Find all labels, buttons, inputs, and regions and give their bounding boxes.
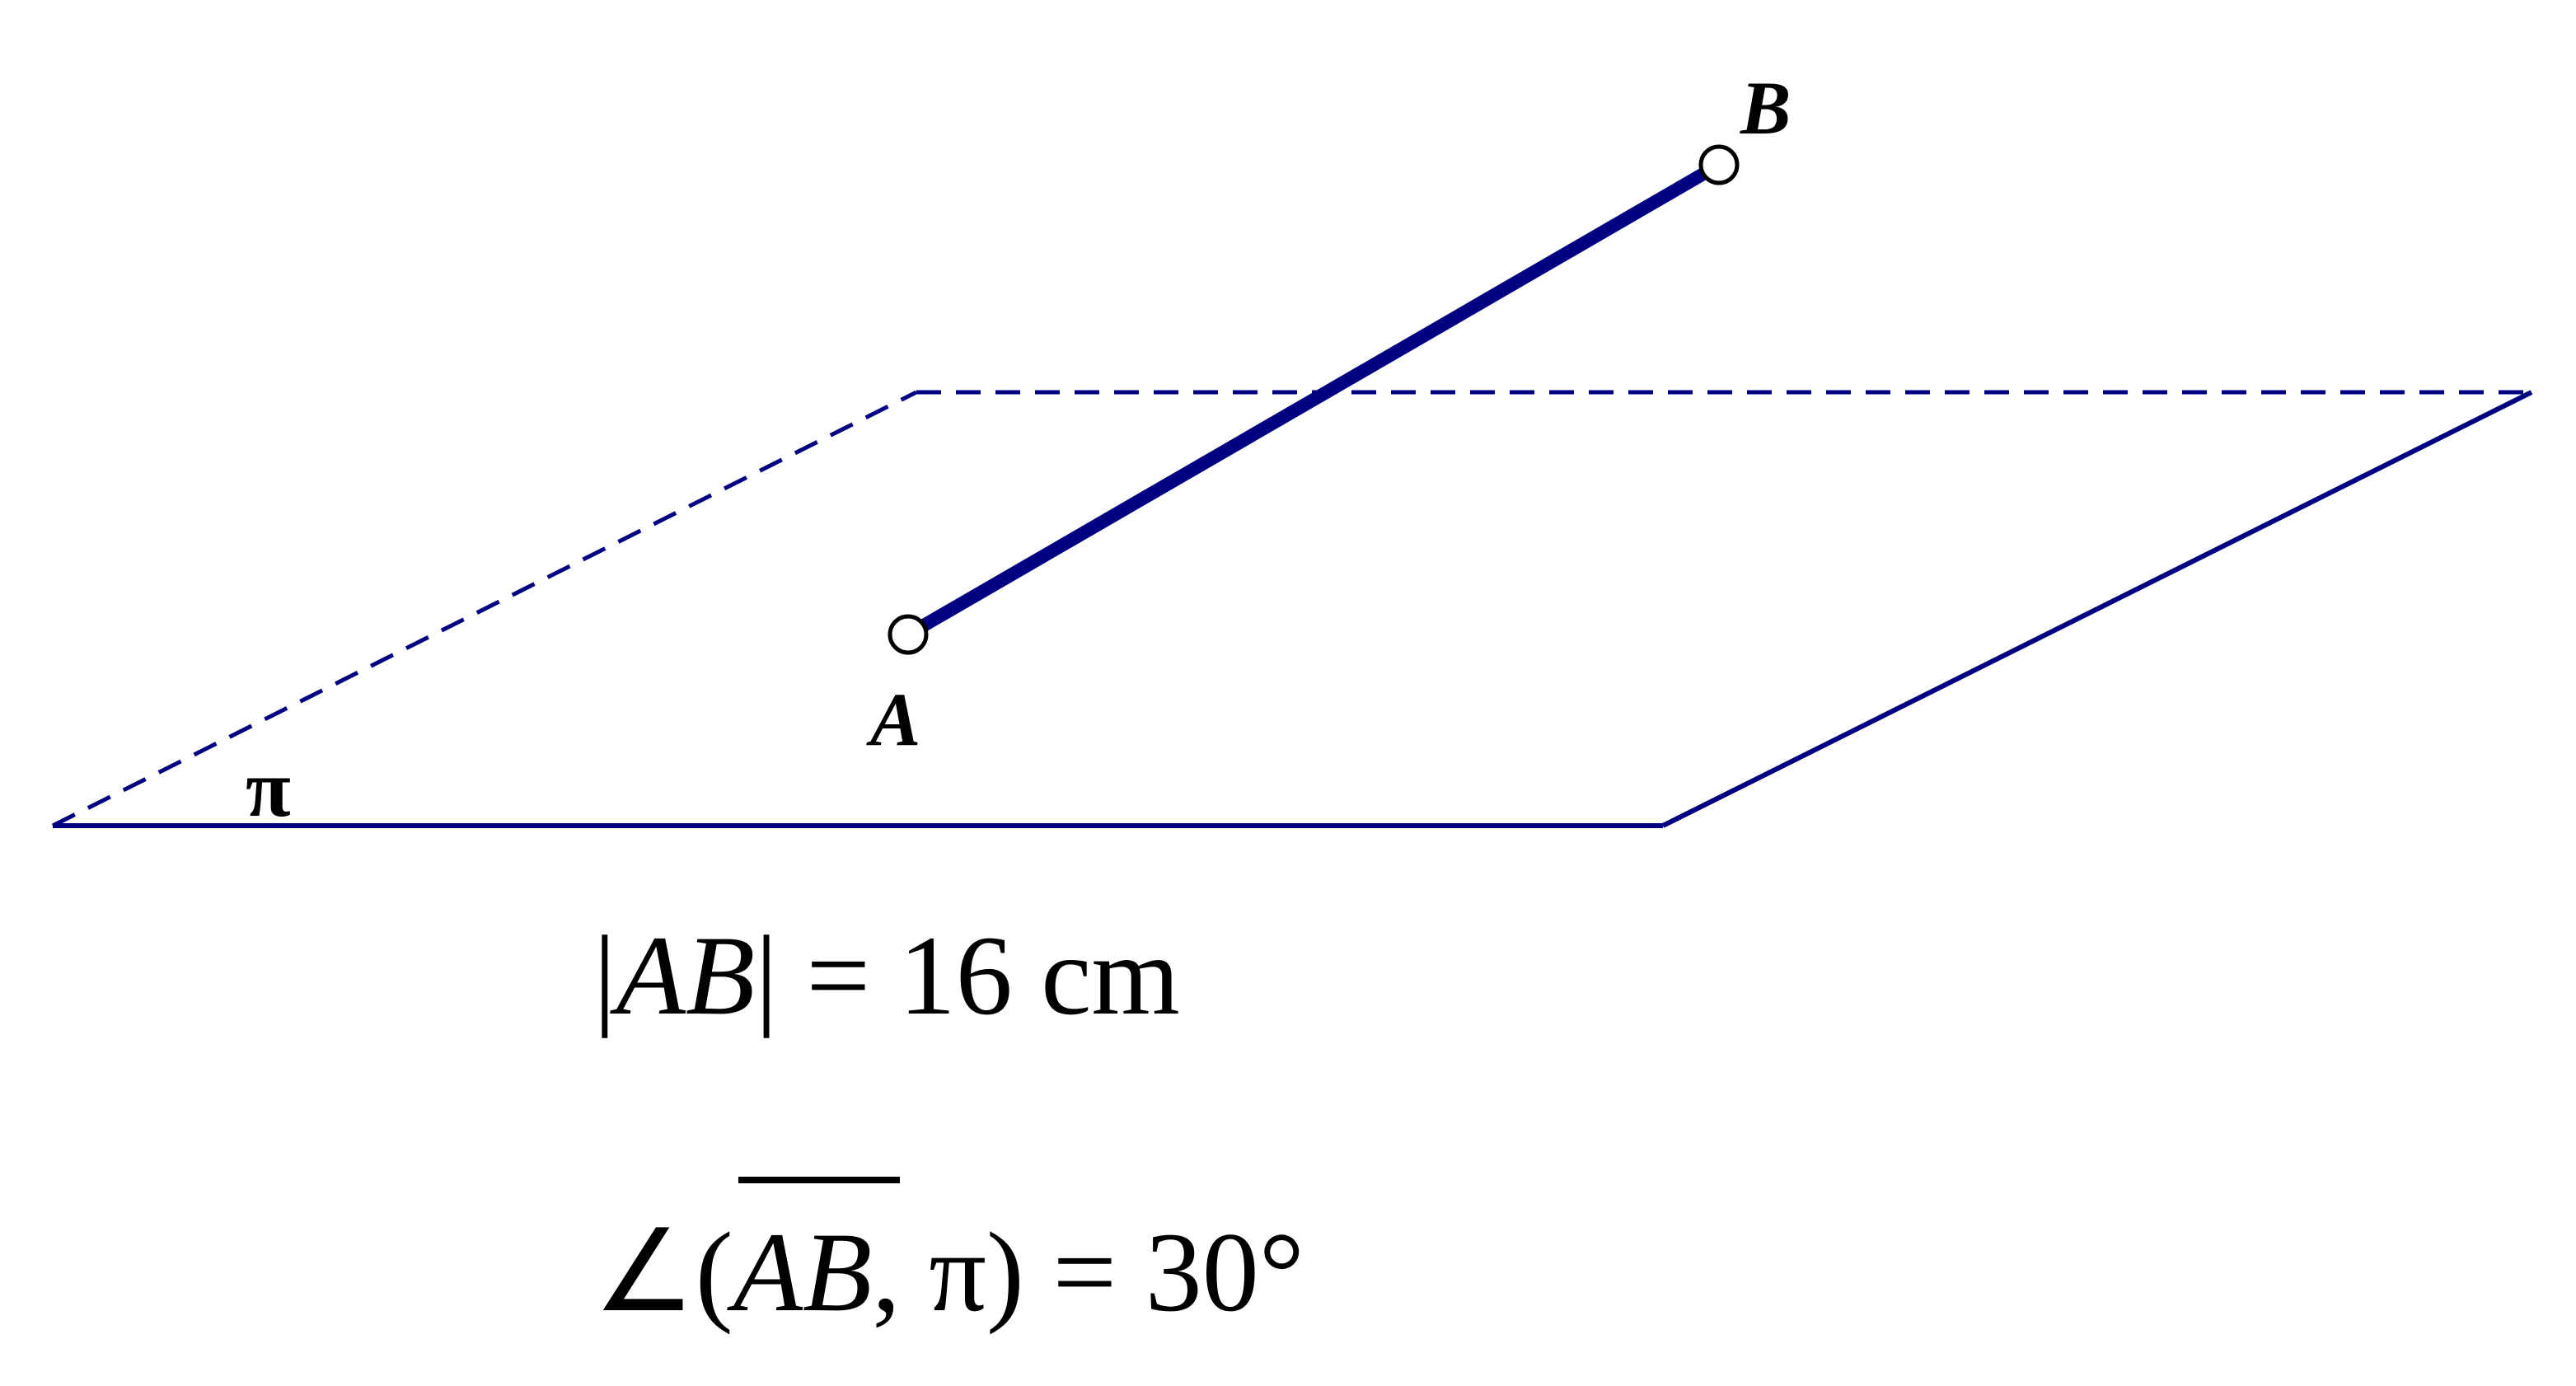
plane-pi xyxy=(51,390,2533,828)
plane-right-edge xyxy=(1661,390,2533,828)
formula-length-value: = 16 cm xyxy=(778,912,1180,1038)
formula-length-bar-left: | xyxy=(593,912,616,1038)
formula-length-bar-right: | xyxy=(755,912,778,1038)
formula-angle-open-paren: ( xyxy=(696,1209,733,1335)
point-b-label: B xyxy=(1740,66,1791,150)
formula-angle-symbol: ∠ xyxy=(593,1209,696,1335)
formula-angle-segment: AB xyxy=(727,1209,873,1335)
formula-angle: ∠(AB, π) = 30° xyxy=(593,1209,1304,1335)
formula-angle-value: ) = 30° xyxy=(986,1209,1304,1335)
point-b xyxy=(1698,144,1740,185)
formula-length-segment: AB xyxy=(610,912,756,1038)
formula-length: |AB| = 16 cm xyxy=(593,912,1180,1038)
formula-angle-plane: π xyxy=(929,1209,986,1335)
plane-left-edge-dashed xyxy=(51,390,918,828)
formula-angle-comma: , xyxy=(872,1209,929,1335)
segment-ab xyxy=(902,158,1726,641)
point-a-label: A xyxy=(866,677,920,761)
point-a xyxy=(888,614,929,655)
plane-label: π xyxy=(246,742,291,834)
